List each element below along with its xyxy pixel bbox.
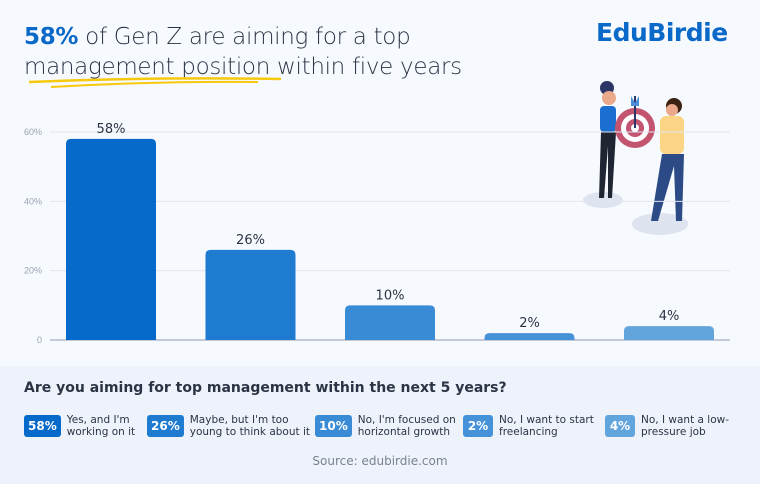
data-label: 2% (519, 316, 540, 331)
legend-line2: young to think about it (189, 426, 310, 438)
data-label: 26% (236, 233, 265, 248)
edubirdie-logo: EduBirdie (596, 18, 728, 47)
bar (205, 249, 296, 340)
title-line1: of Gen Z are aiming for a top (78, 24, 411, 50)
bar (345, 305, 435, 340)
source-text: Source: edubirdie.com (312, 454, 448, 468)
title-highlight: 58% (24, 24, 79, 50)
bar-chart: 0 20% 40% 60% 58% 26% 10% 2% 4% (24, 122, 730, 345)
data-label: 4% (659, 309, 680, 324)
bar (624, 326, 714, 340)
people-with-target-illustration (583, 81, 688, 235)
legend-panel: Are you aiming for top management within… (0, 366, 760, 484)
legend-line2: working on it (66, 426, 136, 438)
legend-item: 2% No, I want to start freelancing (463, 414, 624, 438)
data-label: 58% (97, 122, 126, 137)
legend-badge: 26% (147, 415, 184, 437)
legend-line1: No, I want a low- (641, 414, 730, 426)
legend-badge: 4% (605, 415, 635, 437)
survey-question: Are you aiming for top management within… (24, 380, 507, 396)
legend-line1: Yes, and I'm (66, 414, 130, 426)
legend-line1: No, I'm focused on (357, 414, 456, 426)
chart-title: 58% of Gen Z are aiming for a top manage… (24, 22, 462, 82)
y-tick-label: 20% (24, 266, 42, 276)
legend-item: 4% No, I want a low-pressure job (605, 414, 760, 438)
legend-label: Maybe, but I'm too young to think about i… (190, 414, 315, 438)
legend-line1: Maybe, but I'm too (189, 414, 289, 426)
legend-item: 58% Yes, and I'm working on it (24, 414, 192, 438)
legend-line2: horizontal growth (357, 426, 450, 438)
legend-label: No, I'm focused on horizontal growth (358, 414, 483, 438)
legend-badge: 2% (463, 415, 493, 437)
data-label: 10% (376, 288, 405, 303)
y-tick-label: 0 (37, 335, 42, 345)
y-tick-label: 60% (24, 127, 42, 137)
legend-line2: pressure job (641, 426, 706, 438)
yellow-underline-decoration (28, 77, 282, 88)
legend-badge: 58% (24, 415, 61, 437)
bar (484, 333, 575, 340)
legend-label: No, I want to start freelancing (499, 414, 624, 438)
legend-item: 26% Maybe, but I'm too young to think abo… (147, 414, 315, 438)
legend-line2: freelancing (499, 426, 558, 438)
bar (66, 138, 156, 340)
legend-label: Yes, and I'm working on it (67, 414, 192, 438)
y-tick-label: 40% (24, 196, 42, 206)
legend-item: 10% No, I'm focused on horizontal growth (315, 414, 483, 438)
legend-line1: No, I want to start (499, 414, 594, 426)
legend-label: No, I want a low-pressure job (641, 414, 760, 438)
title-line2: management position within five years (24, 54, 462, 80)
legend-badge: 10% (315, 415, 352, 437)
